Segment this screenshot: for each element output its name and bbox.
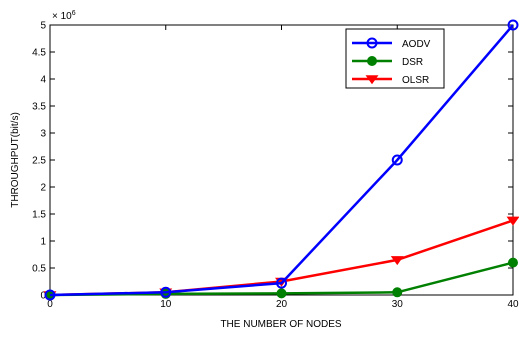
legend-label: AODV bbox=[402, 39, 431, 50]
data-point-aodv bbox=[160, 286, 172, 298]
legend-item-aodv: AODV bbox=[352, 37, 431, 50]
series-layer bbox=[43, 19, 519, 301]
y-axis-label: THROUGHPUT(bit/s) bbox=[10, 112, 21, 208]
y-tick-label: 1 bbox=[40, 237, 46, 248]
data-point-aodv bbox=[44, 289, 56, 301]
y-tick-label: 0.5 bbox=[32, 264, 46, 275]
x-tick-label: 40 bbox=[507, 299, 519, 310]
y-multiplier: × 106 bbox=[52, 10, 76, 22]
legend-label: DSR bbox=[402, 57, 423, 68]
legend-swatch-marker bbox=[367, 56, 377, 66]
x-tick-label: 20 bbox=[276, 299, 288, 310]
data-point-dsr bbox=[276, 288, 287, 299]
data-point-aodv bbox=[507, 19, 519, 31]
data-point-dsr bbox=[392, 287, 403, 298]
y-tick-label: 2 bbox=[40, 183, 46, 194]
legend-item-olsr: OLSR bbox=[352, 75, 429, 86]
x-tick-label: 30 bbox=[392, 299, 404, 310]
data-point-olsr bbox=[506, 216, 519, 226]
y-tick-label: 4 bbox=[40, 75, 46, 86]
x-tick-label: 0 bbox=[47, 299, 53, 310]
data-point-aodv bbox=[276, 277, 287, 289]
legend-swatch-marker bbox=[366, 37, 378, 49]
y-tick-label: 4.5 bbox=[32, 48, 46, 59]
legend: AODV DSR OLSR bbox=[345, 28, 445, 89]
y-tick-label: 0 bbox=[40, 291, 46, 302]
y-tick-label: 3 bbox=[40, 129, 46, 140]
legend-label: OLSR bbox=[402, 75, 429, 86]
legend-swatch-marker bbox=[365, 75, 379, 85]
x-axis-label: THE NUMBER OF NODES bbox=[220, 319, 341, 330]
y-axis-ticks: 0 0.5 1 1.5 2 2.5 3 3.5 4 4.5 5 bbox=[32, 21, 513, 302]
y-tick-label: 3.5 bbox=[32, 102, 46, 113]
y-tick-label: 5 bbox=[40, 21, 46, 32]
data-point-olsr bbox=[390, 256, 404, 266]
series-aodv bbox=[44, 19, 519, 301]
y-exponent: 6 bbox=[72, 10, 76, 17]
y-tick-label: 1.5 bbox=[32, 210, 46, 221]
y-tick-label: 2.5 bbox=[32, 156, 46, 167]
data-point-aodv bbox=[391, 154, 403, 166]
x-tick-label: 10 bbox=[160, 299, 172, 310]
legend-item-dsr: DSR bbox=[352, 56, 423, 68]
data-point-dsr bbox=[508, 257, 518, 268]
series-line-aodv bbox=[49, 24, 514, 297]
